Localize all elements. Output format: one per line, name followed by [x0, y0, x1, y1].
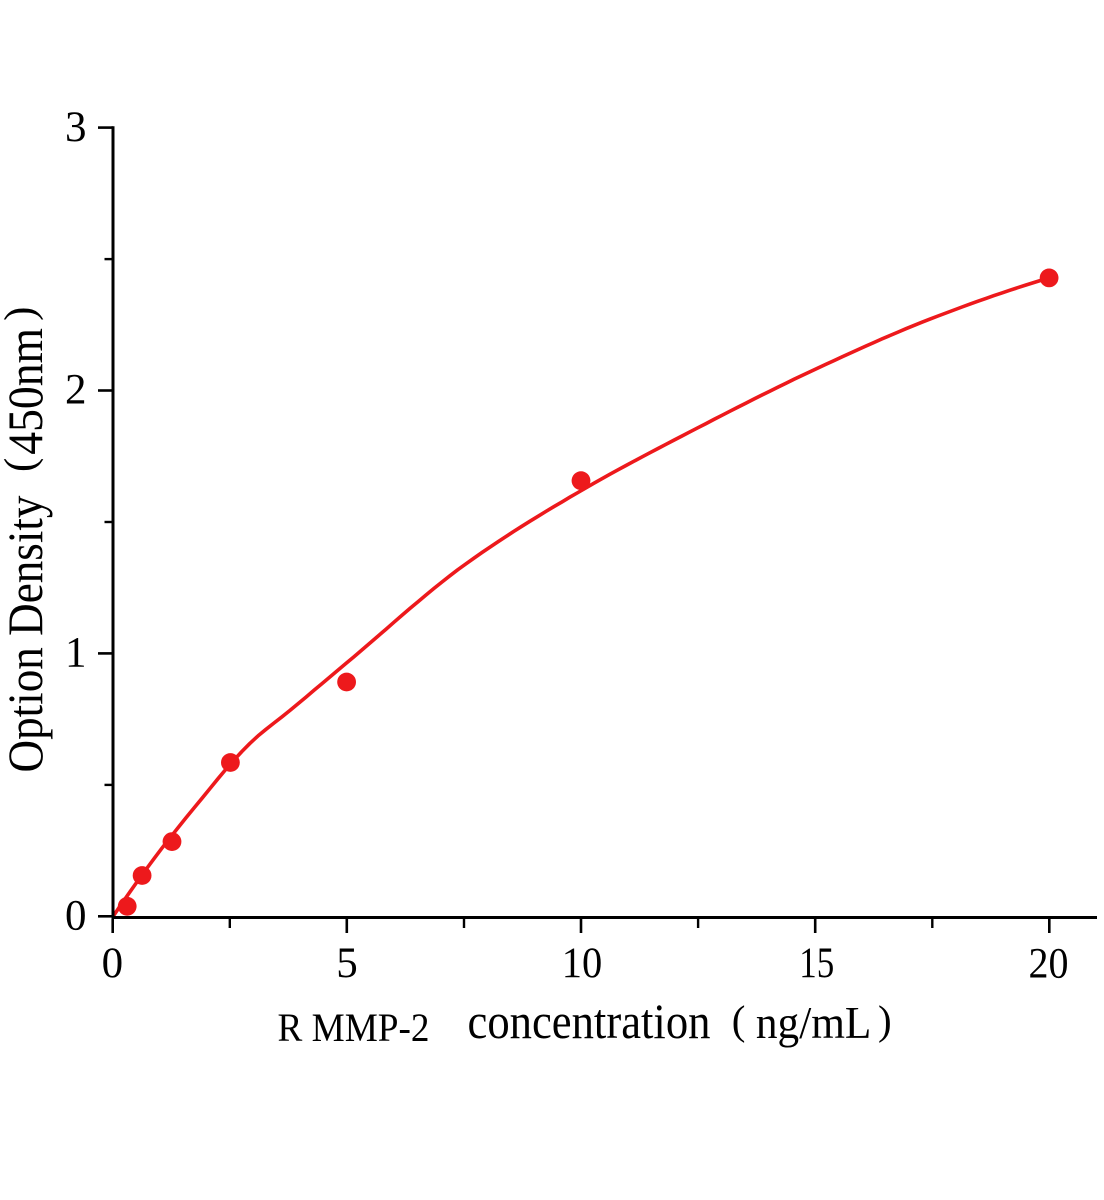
svg-text:(: ( — [732, 997, 746, 1043]
svg-text:5: 5 — [336, 940, 358, 987]
svg-text:20: 20 — [1029, 941, 1069, 988]
svg-text:ng/mL: ng/mL — [756, 997, 872, 1048]
svg-text:450nm: 450nm — [0, 328, 53, 455]
svg-text:3: 3 — [65, 104, 87, 151]
svg-text:15: 15 — [799, 940, 834, 987]
svg-text:0: 0 — [65, 893, 87, 940]
svg-text:(: ( — [0, 458, 44, 472]
svg-text:10: 10 — [562, 940, 603, 987]
svg-text:1: 1 — [65, 630, 87, 677]
svg-text:): ) — [0, 307, 44, 321]
svg-text:R MMP-2: R MMP-2 — [278, 1005, 430, 1050]
svg-text:Option Density: Option Density — [0, 496, 53, 773]
svg-text:): ) — [878, 997, 892, 1043]
svg-text:concentration: concentration — [468, 993, 711, 1049]
svg-text:2: 2 — [65, 367, 87, 414]
svg-text:0: 0 — [102, 940, 124, 987]
